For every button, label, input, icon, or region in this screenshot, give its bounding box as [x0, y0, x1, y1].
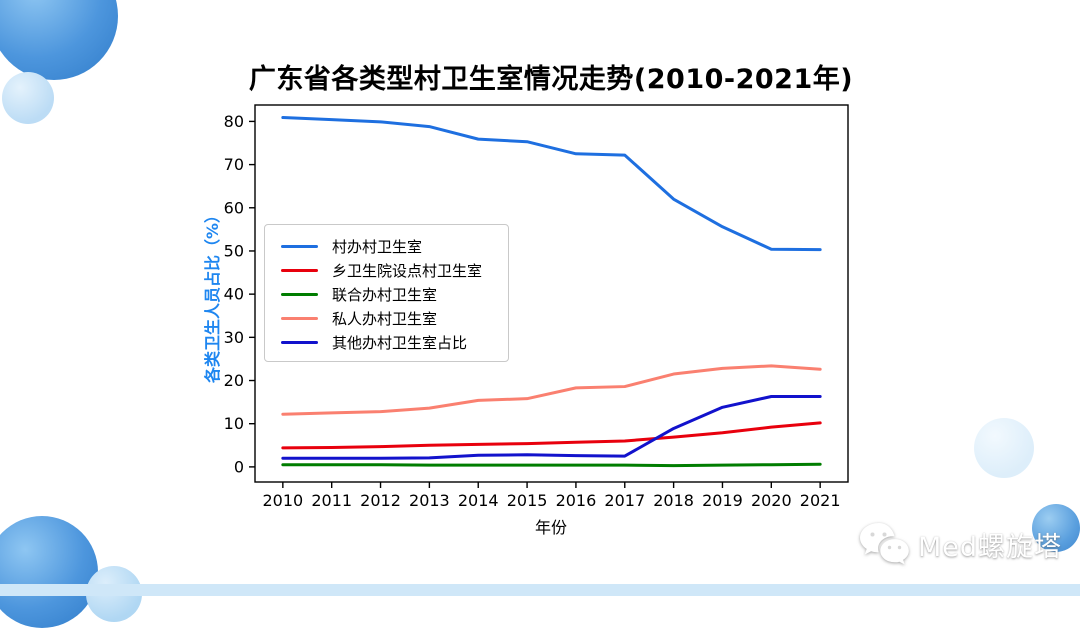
- legend-item: 其他办村卫生室占比: [281, 332, 498, 353]
- decorative-circle-bottom-right: [1032, 504, 1080, 552]
- y-tick-label: 60: [224, 198, 244, 217]
- y-tick-label: 10: [224, 414, 244, 433]
- x-tick-label: 2013: [409, 491, 450, 510]
- x-tick-label: 2019: [702, 491, 743, 510]
- x-tick-label: 2014: [458, 491, 499, 510]
- y-tick-label: 30: [224, 328, 244, 347]
- legend-item: 私人办村卫生室: [281, 308, 498, 329]
- series-line-1: [281, 421, 822, 450]
- x-tick-label: 2016: [556, 491, 597, 510]
- y-tick-label: 20: [224, 371, 244, 390]
- legend-item: 联合办村卫生室: [281, 284, 498, 305]
- decorative-bottom-strip: [0, 584, 1080, 596]
- legend-label: 私人办村卫生室: [332, 310, 438, 328]
- x-tick-label: 2021: [800, 491, 841, 510]
- legend: 村办村卫生室乡卫生院设点村卫生室 联合办村卫生室 私人办村卫生室其他办村卫生室占比: [264, 224, 509, 362]
- legend-swatch: [281, 292, 318, 297]
- x-tick-label: 2020: [751, 491, 792, 510]
- x-tick-label: 2018: [653, 491, 694, 510]
- y-tick-label: 50: [224, 241, 244, 260]
- y-tick-label: 0: [234, 457, 244, 476]
- legend-item: 乡卫生院设点村卫生室: [281, 260, 498, 281]
- decorative-circle-right-pale: [974, 418, 1034, 478]
- series-line-3: [281, 364, 822, 416]
- legend-swatch: [281, 340, 318, 345]
- watermark: Med螺旋塔: [858, 520, 1073, 568]
- legend-swatch: [281, 244, 318, 249]
- series-line-2: [281, 462, 822, 468]
- legend-label: 联合办村卫生室: [332, 286, 438, 304]
- x-axis-label: 年份: [534, 518, 567, 537]
- y-tick-label: 70: [224, 155, 244, 174]
- legend-label: 乡卫生院设点村卫生室: [332, 262, 483, 280]
- y-axis-label: 各类卫生人员占比（%）: [203, 206, 222, 384]
- x-tick-label: 2012: [360, 491, 401, 510]
- watermark-text: Med螺旋塔: [918, 531, 1063, 563]
- legend-label: 其他办村卫生室占比: [332, 334, 468, 352]
- x-tick-label: 2015: [507, 491, 548, 510]
- x-tick-label: 2010: [262, 491, 303, 510]
- legend-swatch: [281, 268, 318, 273]
- wechat-icon: [860, 523, 909, 565]
- y-tick-label: 80: [224, 112, 244, 131]
- y-tick-label: 40: [224, 285, 244, 304]
- legend-swatch: [281, 316, 318, 321]
- chart-title: 广东省各类型村卫生室情况走势(2010-2021年): [248, 64, 854, 95]
- decorative-circle-top-left-small: [2, 72, 54, 124]
- legend-label: 村办村卫生室: [332, 238, 423, 256]
- series-line-0: [281, 116, 822, 252]
- series-line-4: [281, 394, 822, 460]
- x-tick-label: 2011: [311, 491, 352, 510]
- x-tick-label: 2017: [604, 491, 645, 510]
- legend-item: 村办村卫生室: [281, 236, 498, 257]
